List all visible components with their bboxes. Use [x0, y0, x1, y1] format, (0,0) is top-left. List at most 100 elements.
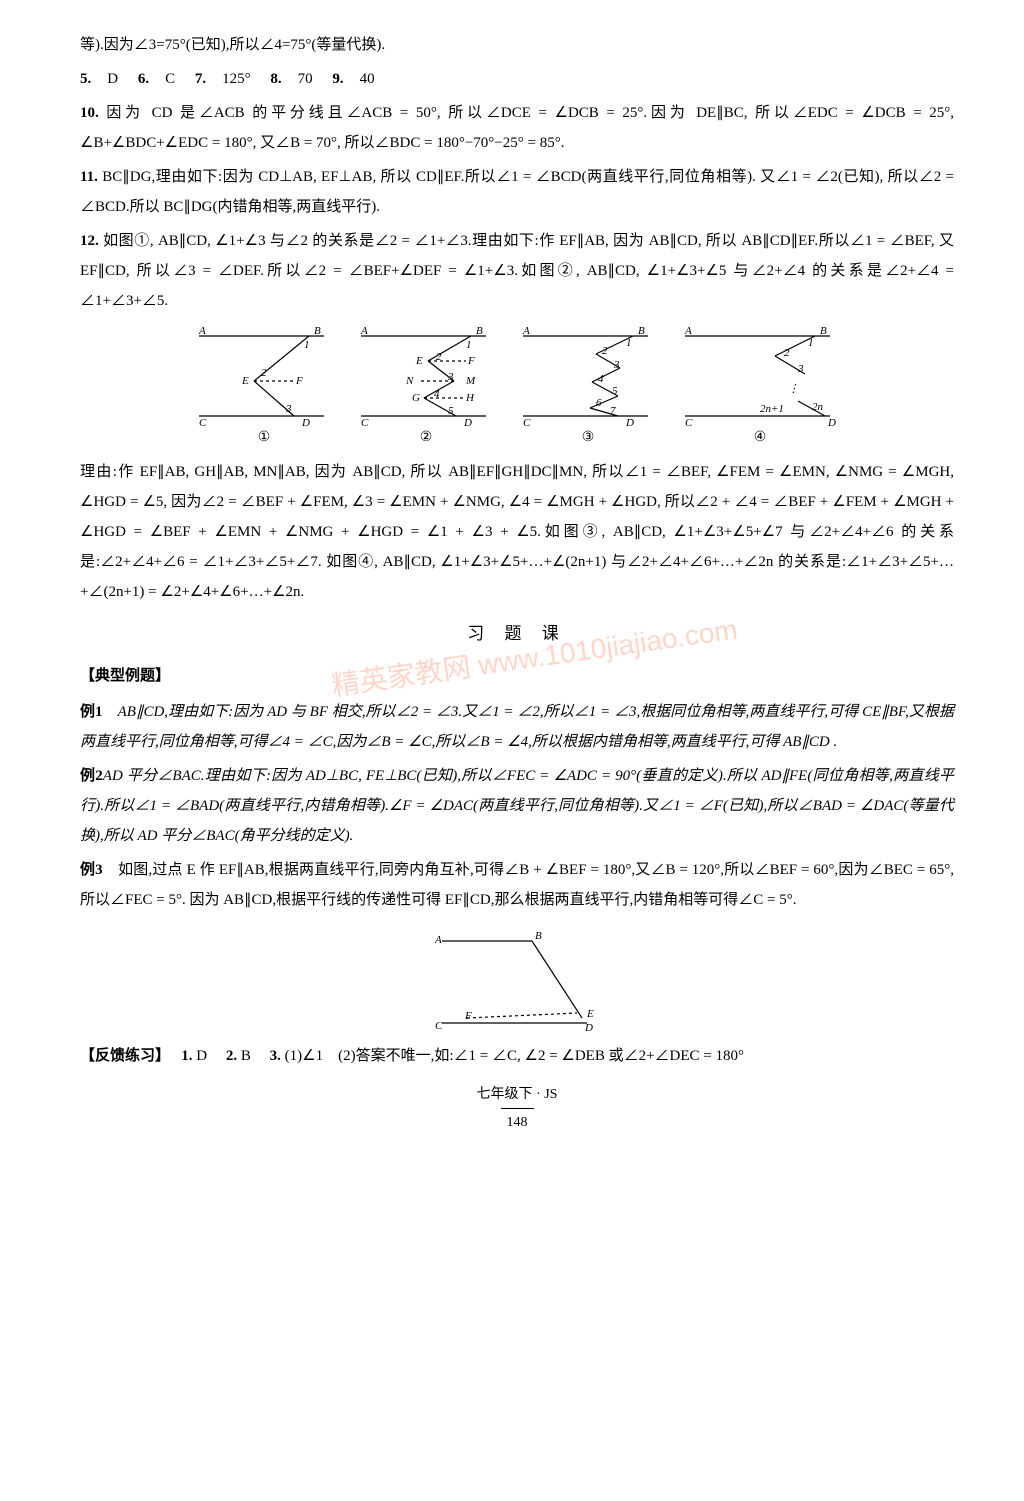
- svg-text:D: D: [827, 417, 836, 426]
- answers-row: 5.D 6.C 7.125° 8.70 9.40: [80, 64, 954, 94]
- svg-text:3: 3: [447, 371, 454, 383]
- svg-text:M: M: [465, 375, 476, 387]
- svg-text:F: F: [295, 375, 303, 387]
- svg-text:1: 1: [626, 337, 632, 349]
- diagram-3-svg: A B C D 1 234567: [518, 326, 658, 426]
- svg-text:H: H: [465, 392, 475, 404]
- diagram-row-1: ABCD1E2F3 ① ABCD1E2FN3MG4H5 ② ABCD123456…: [80, 326, 954, 447]
- ans-5: D: [107, 71, 118, 87]
- svg-text:5: 5: [612, 385, 618, 397]
- p11-num: 11.: [80, 169, 98, 185]
- paragraph-12b: 理由:作 EF∥AB, GH∥AB, MN∥AB, 因为 AB∥CD, 所以 A…: [80, 457, 954, 607]
- svg-text:3: 3: [285, 403, 292, 415]
- svg-text:E: E: [415, 355, 423, 367]
- paragraph-11: 11. BC∥DG,理由如下:因为 CD⊥AB, EF⊥AB, 所以 CD∥EF…: [80, 162, 954, 222]
- diagram-4-svg: ABCD123⋮2n+12n: [680, 326, 840, 426]
- ans-6: C: [165, 71, 175, 87]
- p10-num: 10.: [80, 105, 99, 121]
- svg-text:2n: 2n: [812, 401, 824, 413]
- svg-text:7: 7: [610, 405, 616, 417]
- svg-text:⋮: ⋮: [788, 383, 799, 395]
- svg-text:B: B: [638, 326, 645, 337]
- ans-5-num: 5.: [80, 71, 91, 87]
- diagram-2: ABCD1E2FN3MG4H5 ②: [356, 326, 496, 447]
- paragraph-0: 等).因为∠3=75°(已知),所以∠4=75°(等量代换).: [80, 30, 954, 60]
- ans-8: 70: [298, 71, 313, 87]
- svg-text:N: N: [405, 375, 414, 387]
- svg-text:E: E: [241, 375, 249, 387]
- diagram-2-svg: ABCD1E2FN3MG4H5: [356, 326, 496, 426]
- ex1-num: 例1: [80, 704, 103, 720]
- p10-text: 因为 CD 是∠ACB 的平分线且∠ACB = 50°, 所以∠DCE = ∠D…: [80, 105, 954, 151]
- fb-1-num: 1.: [181, 1048, 192, 1064]
- diagram-2-label: ②: [420, 430, 433, 447]
- svg-text:C: C: [685, 417, 693, 426]
- svg-text:1: 1: [466, 339, 472, 351]
- svg-text:2n+1: 2n+1: [760, 403, 784, 415]
- fb-3b: (2)答案不唯一,如:∠1 = ∠C, ∠2 = ∠DEB 或∠2+∠DEC =…: [338, 1048, 744, 1064]
- figure-2-svg: ABCFDE: [407, 923, 627, 1033]
- section-title: 习 题 课: [80, 617, 954, 651]
- diagram-3-label: ③: [582, 430, 595, 447]
- fb-2: B: [241, 1048, 251, 1064]
- svg-text:2: 2: [602, 345, 608, 357]
- svg-text:C: C: [199, 417, 207, 426]
- svg-text:C: C: [435, 1020, 443, 1032]
- footer-line-1: 七年级下 · JS: [80, 1081, 954, 1109]
- svg-text:D: D: [625, 417, 634, 426]
- svg-text:G: G: [412, 392, 420, 404]
- diagram-4: ABCD123⋮2n+12n ④: [680, 326, 840, 447]
- ex1-text: AB∥CD,理由如下:因为 AD 与 BF 相交,所以∠2 = ∠3.又∠1 =…: [80, 704, 954, 750]
- svg-text:5: 5: [448, 405, 454, 417]
- svg-text:6: 6: [596, 397, 602, 409]
- figure-2-wrap: ABCFDE: [80, 923, 954, 1033]
- diagram-1-svg: ABCD1E2F3: [194, 326, 334, 426]
- diagram-1: ABCD1E2F3 ①: [194, 326, 334, 447]
- ex2-text: AD 平分∠BAC.理由如下:因为 AD⊥BC, FE⊥BC(已知),所以∠FE…: [80, 768, 954, 844]
- ans-9: 40: [360, 71, 375, 87]
- svg-text:1: 1: [304, 339, 310, 351]
- footer-page-num: 148: [501, 1108, 534, 1137]
- diagram-1-label: ①: [258, 430, 271, 447]
- svg-text:F: F: [467, 355, 475, 367]
- diagram-3: A B C D 1 234567 ③: [518, 326, 658, 447]
- ans-9-num: 9.: [332, 71, 343, 87]
- subsection-examples: 【典型例题】: [80, 661, 954, 691]
- paragraph-12a: 12. 如图①, AB∥CD, ∠1+∠3 与∠2 的关系是∠2 = ∠1+∠3…: [80, 226, 954, 316]
- fb-1: D: [196, 1048, 207, 1064]
- p11-text: BC∥DG,理由如下:因为 CD⊥AB, EF⊥AB, 所以 CD∥EF.所以∠…: [80, 169, 954, 215]
- fb-3a: (1)∠1: [285, 1048, 323, 1064]
- p12-num: 12.: [80, 233, 99, 249]
- svg-text:B: B: [314, 326, 321, 337]
- svg-text:1: 1: [808, 337, 814, 349]
- svg-text:B: B: [820, 326, 827, 337]
- svg-text:3: 3: [797, 363, 804, 375]
- ex2-num: 例2: [80, 768, 103, 784]
- svg-text:C: C: [361, 417, 369, 426]
- svg-text:D: D: [584, 1022, 593, 1033]
- svg-text:2: 2: [436, 351, 442, 363]
- svg-text:D: D: [463, 417, 472, 426]
- page-footer: 七年级下 · JS 148: [80, 1081, 954, 1137]
- svg-text:4: 4: [434, 388, 440, 400]
- svg-text:E: E: [586, 1008, 594, 1020]
- svg-text:3: 3: [613, 359, 620, 371]
- svg-text:F: F: [464, 1010, 472, 1022]
- ex3-num: 例3: [80, 862, 103, 878]
- svg-text:A: A: [522, 326, 530, 337]
- example-1: 例1 AB∥CD,理由如下:因为 AD 与 BF 相交,所以∠2 = ∠3.又∠…: [80, 697, 954, 757]
- svg-text:C: C: [523, 417, 531, 426]
- ans-8-num: 8.: [270, 71, 281, 87]
- fb-3-num: 3.: [270, 1048, 281, 1064]
- svg-text:2: 2: [261, 367, 267, 379]
- svg-text:A: A: [360, 326, 368, 337]
- subsection-feedback: 【反馈练习】: [80, 1048, 163, 1064]
- svg-text:4: 4: [598, 373, 604, 385]
- ans-6-num: 6.: [138, 71, 149, 87]
- p12a-text: 如图①, AB∥CD, ∠1+∠3 与∠2 的关系是∠2 = ∠1+∠3.理由如…: [80, 233, 954, 309]
- feedback-row: 【反馈练习】 1. D 2. B 3. (1)∠1 (2)答案不唯一,如:∠1 …: [80, 1041, 954, 1071]
- paragraph-10: 10. 因为 CD 是∠ACB 的平分线且∠ACB = 50°, 所以∠DCE …: [80, 98, 954, 158]
- svg-text:A: A: [684, 326, 692, 337]
- svg-text:B: B: [535, 930, 542, 942]
- diagram-4-label: ④: [754, 430, 767, 447]
